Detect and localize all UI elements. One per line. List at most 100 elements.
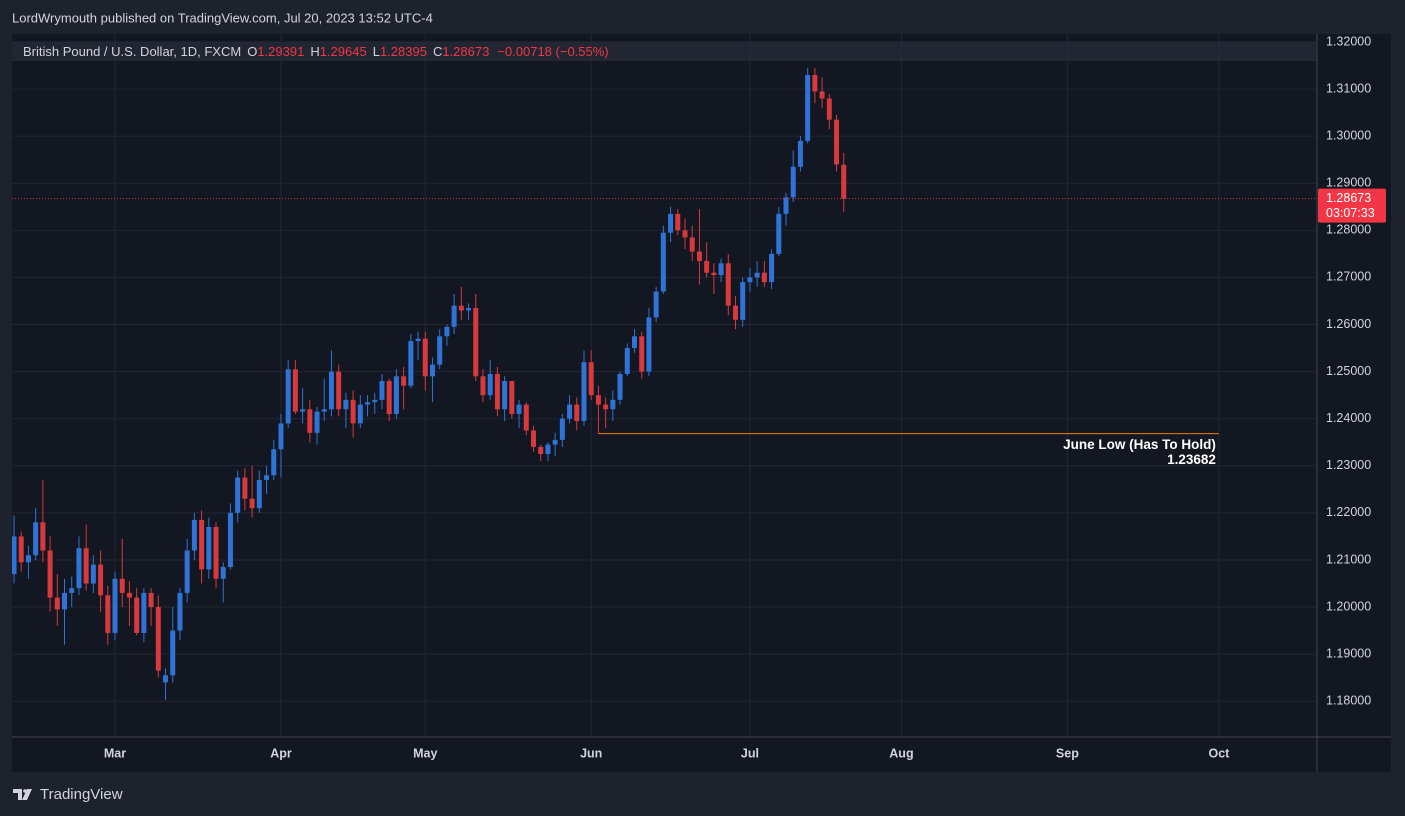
- candle-body: [220, 567, 226, 579]
- candle-body: [357, 404, 363, 424]
- candle-body: [610, 399, 616, 410]
- x-tick-label: May: [413, 746, 437, 760]
- candle-body: [25, 555, 31, 563]
- candle-body: [112, 578, 118, 633]
- candle-body: [523, 404, 529, 431]
- legend-value: 1.29645: [320, 44, 367, 59]
- candle-body: [271, 449, 277, 476]
- candle-body: [509, 381, 515, 414]
- candle-body: [408, 341, 414, 386]
- candle-body: [429, 364, 435, 377]
- candle-body: [466, 308, 472, 311]
- candle-body: [170, 630, 176, 676]
- candle-body: [790, 166, 796, 198]
- candle-body: [819, 91, 825, 99]
- candle-body: [54, 597, 60, 610]
- candle-body: [415, 338, 421, 342]
- candle-body: [733, 305, 739, 320]
- candle-body: [191, 519, 197, 551]
- candle-body: [494, 373, 500, 410]
- y-tick-label: 1.23000: [1326, 458, 1371, 472]
- candle-body: [393, 376, 399, 414]
- candle-body: [314, 411, 320, 433]
- tradingview-logo: [13, 789, 32, 800]
- candle-body: [134, 597, 140, 633]
- candle-body: [155, 607, 161, 671]
- candle-body: [379, 381, 385, 400]
- legend: British Pound / U.S. Dollar, 1D, FXCM O1.…: [23, 44, 609, 59]
- candle-body: [18, 536, 24, 563]
- y-tick-label: 1.26000: [1326, 317, 1371, 331]
- legend-band: [12, 42, 1316, 61]
- logo-icon: [13, 789, 32, 800]
- candle-body: [242, 477, 248, 499]
- candle-body: [668, 213, 674, 233]
- candle-body: [834, 119, 840, 165]
- annotation-value: 1.23682: [1167, 452, 1216, 467]
- candle-body: [343, 399, 349, 410]
- y-tick-label: 1.30000: [1326, 128, 1371, 142]
- candle-body: [227, 512, 233, 568]
- candle-body: [567, 404, 573, 419]
- candle-body: [184, 550, 190, 593]
- candle-body: [538, 446, 544, 455]
- candle-body: [199, 519, 205, 570]
- legend-label: C: [433, 44, 442, 59]
- candle-body: [718, 263, 724, 276]
- candle-body: [711, 272, 717, 276]
- candle-body: [502, 381, 508, 410]
- candle-body: [653, 291, 659, 318]
- candle-body: [444, 326, 450, 337]
- y-tick-label: 1.24000: [1326, 411, 1371, 425]
- candle-body: [740, 282, 746, 320]
- x-tick-label: Sep: [1056, 746, 1079, 760]
- candle-body: [206, 526, 212, 570]
- candle-body: [451, 305, 457, 327]
- candle-body: [783, 197, 789, 214]
- candle-body: [90, 564, 96, 584]
- legend-value: 1.28673: [442, 44, 489, 59]
- candle-body: [119, 578, 125, 593]
- candle-body: [328, 371, 334, 410]
- candle-body: [76, 548, 82, 589]
- candle-body: [47, 550, 53, 598]
- candle-body: [689, 237, 695, 252]
- legend-value: 1.29391: [257, 44, 304, 59]
- candle-body: [761, 272, 767, 283]
- y-tick-label: 1.27000: [1326, 270, 1371, 284]
- symbol: British Pound / U.S. Dollar, 1D, FXCM: [23, 44, 241, 59]
- candle-body: [33, 522, 39, 556]
- candle-body: [797, 140, 803, 167]
- y-tick-label: 1.29000: [1326, 176, 1371, 190]
- candle-body: [574, 404, 580, 422]
- legend-label: O: [247, 44, 257, 59]
- candle-body: [581, 362, 587, 422]
- candle-body: [350, 399, 356, 424]
- logo-dot: [23, 789, 27, 793]
- candle-body: [559, 418, 565, 440]
- y-tick-label: 1.19000: [1326, 646, 1371, 660]
- y-tick-label: 1.28000: [1326, 223, 1371, 237]
- candle-body: [545, 444, 551, 455]
- candle-body: [336, 371, 342, 410]
- candles: [12, 67, 847, 700]
- candle-body: [473, 308, 479, 377]
- candle-body: [126, 592, 132, 598]
- candle-body: [458, 305, 464, 311]
- candle-body: [682, 230, 688, 238]
- candle-body: [603, 404, 609, 410]
- candle-body: [588, 362, 594, 396]
- legend-label: L: [373, 44, 380, 59]
- x-tick-label: Mar: [104, 746, 126, 760]
- y-tick-label: 1.32000: [1326, 34, 1371, 48]
- candle-body: [321, 409, 327, 412]
- candle-body: [437, 336, 443, 365]
- candle-body: [141, 592, 147, 633]
- candle-body: [805, 74, 811, 141]
- candle-body: [12, 536, 17, 575]
- last-price-tag: [1318, 188, 1386, 223]
- overlays: 1.18000 1.19000 1.20000 1.21000 1.22000 1.230…: [12, 34, 1386, 760]
- x-tick-label: Jun: [580, 746, 602, 760]
- candle-body: [163, 675, 169, 683]
